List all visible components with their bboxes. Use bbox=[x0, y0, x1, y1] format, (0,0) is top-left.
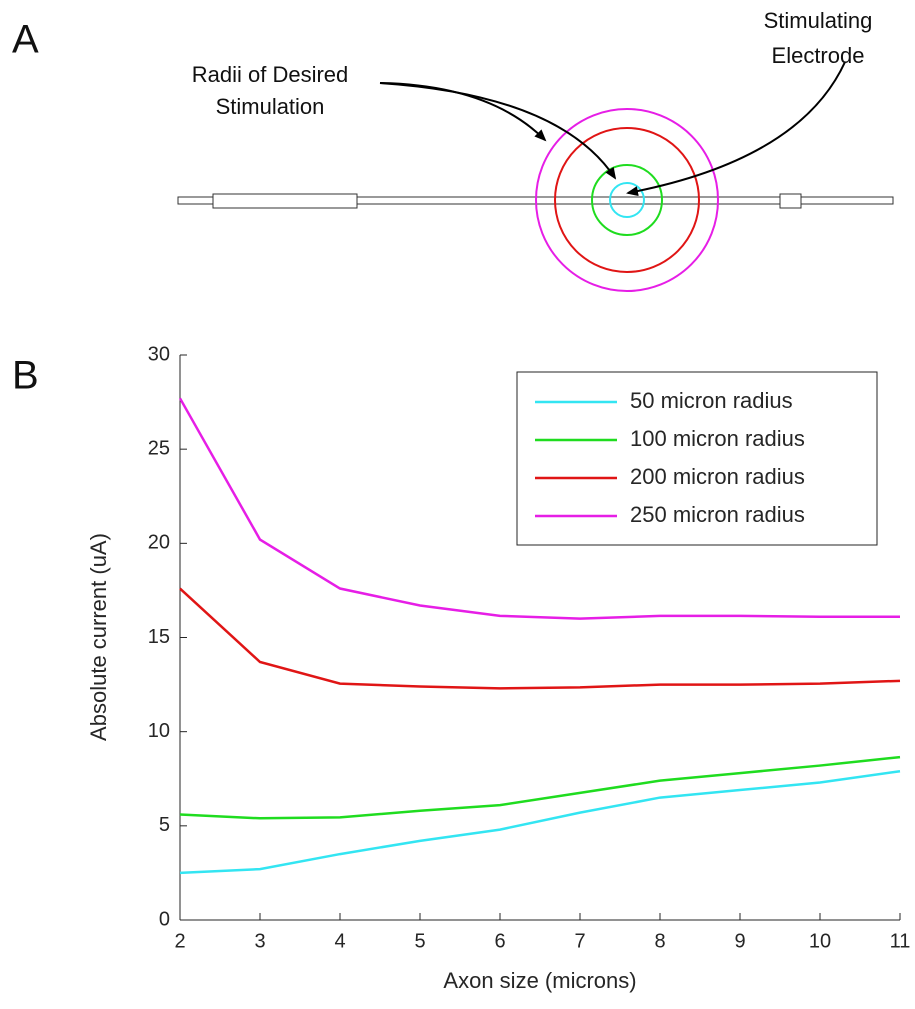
x-tick-label: 4 bbox=[334, 930, 345, 952]
legend-label: 200 micron radius bbox=[630, 464, 805, 489]
y-tick-label: 20 bbox=[148, 532, 170, 554]
annotation: Electrode bbox=[772, 43, 865, 68]
y-tick-label: 15 bbox=[148, 626, 170, 648]
y-tick-label: 10 bbox=[148, 720, 170, 742]
x-axis-label: Axon size (microns) bbox=[443, 968, 636, 993]
x-tick-label: 5 bbox=[414, 930, 425, 952]
legend-label: 250 micron radius bbox=[630, 502, 805, 527]
x-tick-label: 9 bbox=[734, 930, 745, 952]
series-line bbox=[179, 755, 901, 820]
legend-label: 100 micron radius bbox=[630, 426, 805, 451]
x-tick-label: 2 bbox=[174, 930, 185, 952]
x-tick-label: 8 bbox=[654, 930, 665, 952]
axon-diagram bbox=[177, 61, 894, 292]
annotation: Stimulating bbox=[764, 8, 873, 33]
legend-label: 50 micron radius bbox=[630, 388, 793, 413]
annotation: Radii of Desired bbox=[192, 62, 349, 87]
x-tick-label: 7 bbox=[574, 930, 585, 952]
x-tick-label: 11 bbox=[890, 930, 911, 952]
y-tick-label: 0 bbox=[159, 908, 170, 930]
x-tick-label: 10 bbox=[809, 930, 831, 952]
series-line bbox=[178, 397, 900, 620]
y-tick-label: 30 bbox=[148, 343, 170, 365]
x-tick-label: 3 bbox=[254, 930, 265, 952]
series-line bbox=[179, 769, 901, 875]
x-tick-label: 6 bbox=[494, 930, 505, 952]
annotation: Stimulation bbox=[216, 94, 325, 119]
panel-label: B bbox=[12, 354, 39, 398]
panel-label: A bbox=[12, 18, 39, 62]
y-tick-label: 5 bbox=[159, 814, 170, 836]
y-tick-label: 25 bbox=[148, 437, 170, 459]
y-axis-label: Absolute current (uA) bbox=[86, 533, 111, 741]
series-line bbox=[179, 587, 901, 690]
